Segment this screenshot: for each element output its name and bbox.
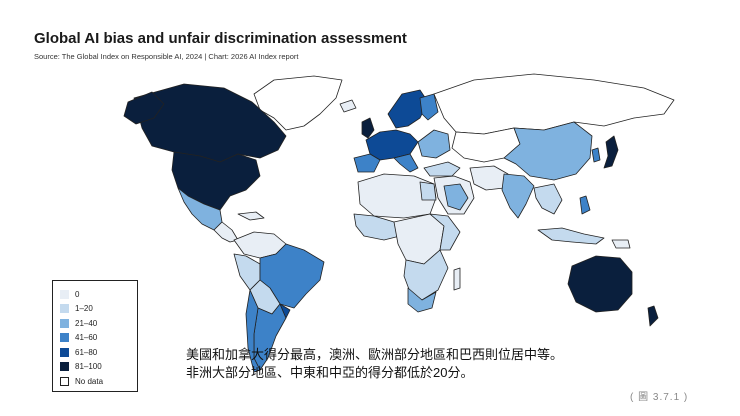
chart-source: Source: The Global Index on Responsible …: [34, 52, 299, 61]
legend-label: 41–60: [75, 333, 98, 343]
uruguay: [279, 303, 291, 319]
australia: [567, 255, 633, 313]
legend-item: 0: [60, 287, 130, 302]
legend-swatch: [60, 362, 69, 372]
indonesia: [537, 227, 605, 245]
map-figure: Global AI bias and unfair discrimination…: [24, 18, 716, 392]
legend-item: 81–100: [60, 360, 130, 375]
japan: [603, 135, 619, 169]
legend-swatch: [60, 318, 69, 328]
caption-line-2: 非洲大部分地區、中東和中亞的得分都低於20分。: [186, 365, 474, 380]
southern-africa: [403, 249, 449, 301]
legend-swatch: [60, 304, 69, 314]
legend-label: 61–80: [75, 347, 98, 357]
egypt: [419, 181, 437, 201]
iceland: [339, 99, 357, 113]
chile: [245, 289, 261, 373]
uk: [361, 117, 375, 139]
legend-item: 61–80: [60, 345, 130, 360]
legend-label: 0: [75, 289, 80, 299]
legend-label: 1–20: [75, 304, 93, 314]
southeast-asia: [533, 183, 563, 215]
turkey: [423, 161, 461, 177]
new-zealand: [647, 305, 659, 327]
italy: [393, 153, 419, 173]
india: [501, 173, 535, 219]
madagascar: [453, 267, 461, 291]
caribbean: [237, 211, 265, 221]
chart-title: Global AI bias and unfair discrimination…: [34, 30, 407, 47]
north-africa: [357, 173, 437, 219]
korea: [591, 147, 601, 163]
finland: [419, 93, 439, 121]
legend-item: No data: [60, 374, 130, 389]
legend: 0 1–20 21–40 41–60 61–80 81–100 No data: [52, 280, 138, 392]
legend-label: 21–40: [75, 318, 98, 328]
china: [503, 121, 593, 181]
iberia: [353, 153, 381, 173]
legend-swatch: [60, 347, 69, 357]
world-map: [123, 73, 675, 373]
figure-number: ( 圖 3.7.1 ): [630, 392, 689, 403]
russia: [433, 73, 675, 135]
legend-swatch: [60, 376, 69, 386]
saudi-arabia: [443, 183, 469, 211]
papua: [611, 239, 631, 249]
caption-line-1: 美國和加拿大得分最高，澳洲、歐洲部分地區和巴西則位居中等。: [186, 347, 564, 362]
legend-item: 21–40: [60, 316, 130, 331]
canada: [133, 83, 287, 163]
legend-swatch: [60, 333, 69, 343]
legend-item: 41–60: [60, 331, 130, 346]
legend-swatch: [60, 289, 69, 299]
subtitle-caption: 美國和加拿大得分最高，澳洲、歐洲部分地區和巴西則位居中等。 非洲大部分地區、中東…: [186, 346, 626, 382]
west-africa: [353, 213, 401, 241]
greenland: [253, 75, 343, 131]
east-africa: [429, 213, 461, 251]
legend-label: 81–100: [75, 362, 102, 372]
legend-item: 1–20: [60, 302, 130, 317]
alaska: [123, 91, 165, 125]
south-africa: [407, 287, 437, 313]
eastern-europe: [417, 129, 451, 159]
legend-label: No data: [75, 376, 104, 386]
philippines: [579, 195, 591, 215]
